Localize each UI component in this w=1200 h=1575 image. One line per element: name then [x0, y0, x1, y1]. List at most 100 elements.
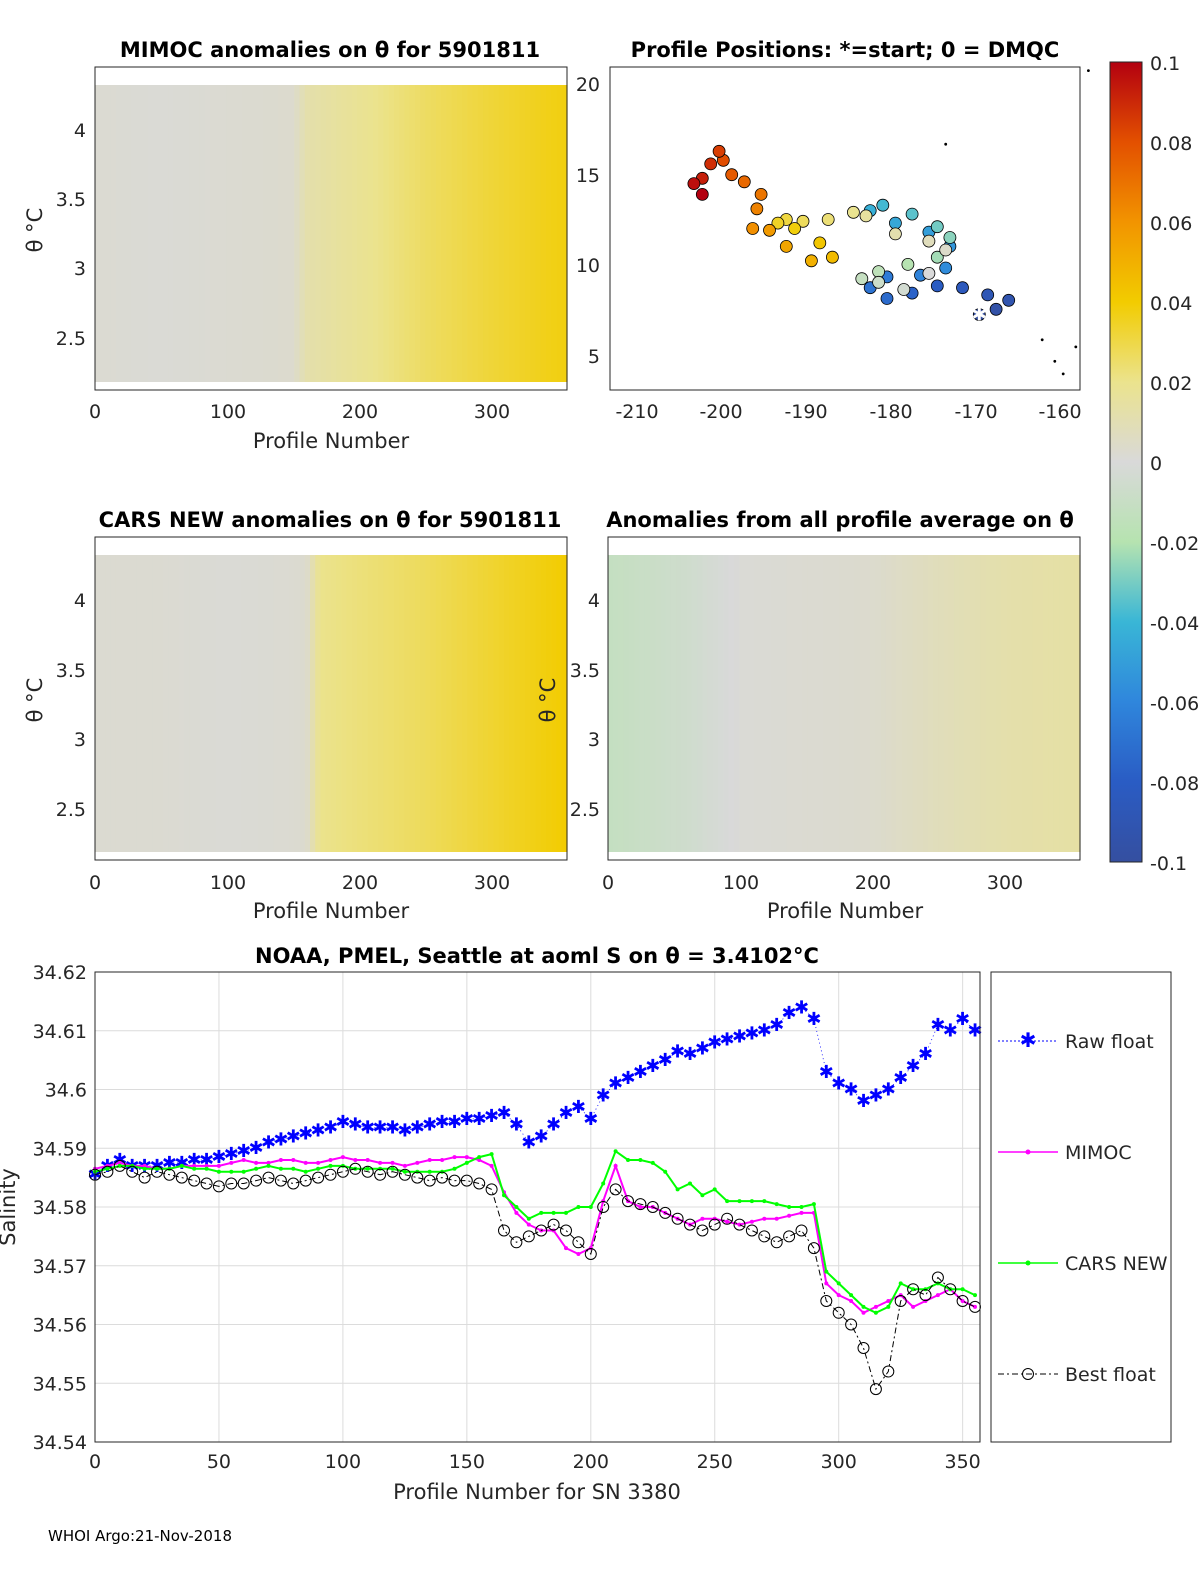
heatmap-cell: [509, 555, 516, 852]
raw-float-point: ✱: [224, 1144, 239, 1165]
legend-label-mimoc: MIMOC: [1065, 1142, 1132, 1164]
heatmap-cell: [493, 555, 500, 852]
position-point: [880, 292, 894, 305]
heatmap-cell: [336, 85, 343, 382]
positions-ytick: 15: [576, 165, 600, 187]
cars-new-point: [155, 1166, 159, 1171]
heatmap-cell: [441, 555, 447, 852]
cars-new-point: [737, 1199, 742, 1204]
heatmap-cell: [152, 555, 159, 852]
mimoc-point: [638, 1205, 643, 1209]
heatmap-cell: [556, 85, 563, 382]
mimoc-point: [514, 1210, 519, 1215]
salinity-ytick: 34.59: [33, 1138, 87, 1160]
heatmap-cell: [336, 555, 343, 852]
heatmap-cell: [194, 555, 201, 852]
position-point: [956, 281, 969, 295]
salinity-ytick: 34.61: [33, 1021, 87, 1043]
best-float-point: [411, 1171, 424, 1184]
cars-new-point: [749, 1199, 754, 1204]
positions-panel: Profile Positions: *=start; 0 = DMQC ✱ -…: [576, 38, 1090, 423]
heatmap-cell: [168, 85, 175, 382]
raw-float-point: ✱: [658, 1050, 673, 1071]
heatmap-cell: [331, 555, 337, 852]
cars-xtick: 100: [210, 872, 246, 894]
cars-new-point: [588, 1205, 593, 1209]
colorbar-tick: 0.1: [1150, 53, 1180, 75]
heatmap-cell: [462, 555, 468, 852]
position-point: [771, 216, 785, 230]
position-point: [922, 266, 936, 280]
heatmap-cell: [341, 555, 348, 852]
heatmap-cell: [215, 555, 222, 852]
colorbar-tick: 0.08: [1150, 133, 1192, 155]
heatmap-cell: [1064, 555, 1071, 852]
raw-float-point: ✱: [868, 1085, 883, 1106]
raw-float-point: ✱: [236, 1141, 251, 1162]
mimoc-point: [291, 1158, 296, 1162]
cars-new-point: [799, 1205, 804, 1209]
salinity-yticks: 34.62 34.61 34.6 34.59 34.58 34.57 34.56 34.55 3…: [33, 962, 87, 1454]
best-float-point: [510, 1236, 523, 1249]
best-float-point: [659, 1206, 672, 1219]
best-float-point: [956, 1295, 969, 1307]
heatmap-cell: [975, 555, 981, 852]
position-point: [695, 187, 709, 201]
heatmap-cell: [838, 555, 845, 852]
best-float-point: [572, 1236, 585, 1249]
best-float-point: [535, 1224, 548, 1237]
heatmap-cell: [833, 555, 840, 852]
cars-new-point: [911, 1287, 916, 1292]
raw-float-point: ✱: [930, 1015, 945, 1036]
cars-new-point: [725, 1199, 730, 1204]
heatmap-cell: [1022, 555, 1029, 852]
raw-float-point: ✱: [286, 1127, 301, 1148]
best-float-point: [200, 1177, 213, 1190]
heatmap-cell: [823, 555, 829, 852]
mimoc-point: [861, 1310, 866, 1315]
raw-float-point: ✱: [360, 1118, 375, 1139]
mimoc-point: [489, 1163, 494, 1168]
position-point: [704, 157, 718, 171]
heatmap-cell: [178, 555, 185, 852]
raw-float-point: ✱: [558, 1103, 573, 1124]
heatmap-cell: [226, 555, 232, 852]
mimoc-point: [576, 1252, 581, 1256]
mimoc-point: [316, 1160, 321, 1165]
salinity-xtick: 300: [821, 1451, 857, 1473]
heatmap-cell: [262, 85, 269, 382]
heatmap-cell: [875, 555, 882, 852]
mimoc-point: [464, 1155, 469, 1160]
heatmap-cell: [414, 85, 421, 382]
raw-float-point: ✱: [856, 1091, 871, 1112]
heatmap-cell: [1032, 555, 1039, 852]
heatmap-cell: [660, 555, 667, 852]
colorbar-strip: [1109, 61, 1143, 863]
salinity-xtick: 350: [945, 1451, 981, 1473]
raw-float-point: ✱: [720, 1030, 735, 1051]
best-float-point: [522, 1230, 535, 1243]
heatmap-cell: [247, 555, 253, 852]
heatmap-cell: [268, 555, 274, 852]
raw-float-point: ✱: [509, 1115, 524, 1136]
best-float-point: [436, 1171, 449, 1184]
heatmap-cell: [142, 555, 149, 852]
heatmap-cell: [157, 85, 164, 382]
heatmap-cell: [283, 555, 290, 852]
mimoc-point: [266, 1160, 271, 1165]
heatmap-cell: [1059, 555, 1065, 852]
heatmap-cell: [880, 555, 887, 852]
mimoc-point: [960, 1299, 965, 1303]
position-point: [805, 254, 818, 268]
raw-float-point: ✱: [596, 1085, 611, 1106]
best-float-point: [783, 1230, 796, 1243]
cars-new-point: [551, 1210, 556, 1215]
position-point: [813, 236, 827, 250]
positions-ytick: 10: [576, 255, 600, 277]
raw-float-point: ✱: [732, 1027, 747, 1048]
best-float-point: [473, 1177, 486, 1190]
colorbar-tick: -0.02: [1150, 533, 1199, 555]
salinity-xtick: 250: [697, 1451, 733, 1473]
heatmap-cell: [131, 555, 138, 852]
position-point: [750, 202, 764, 216]
